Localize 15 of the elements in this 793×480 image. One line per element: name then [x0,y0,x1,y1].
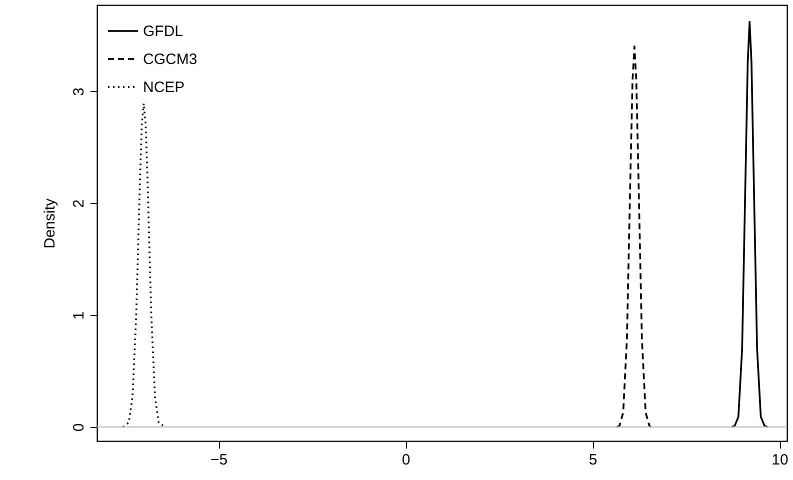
y-tick-label: 3 [70,88,88,96]
x-tick-label: 0 [402,452,410,468]
x-tick-label: −5 [210,452,228,468]
line-series [730,20,768,428]
y-tick-label: 0 [70,423,88,432]
y-tick-label: 2 [70,199,88,208]
legend-label: GFDL [143,23,184,40]
x-tick-label: 5 [588,452,598,468]
y-tick-label: 1 [70,311,88,320]
legend-label: NCEP [143,79,185,96]
x-tick-label: 10 [772,452,788,468]
y-axis-title: Density [42,198,58,249]
legend-label: CGCM3 [143,51,198,68]
line-series [616,46,652,428]
line-series [122,102,166,428]
